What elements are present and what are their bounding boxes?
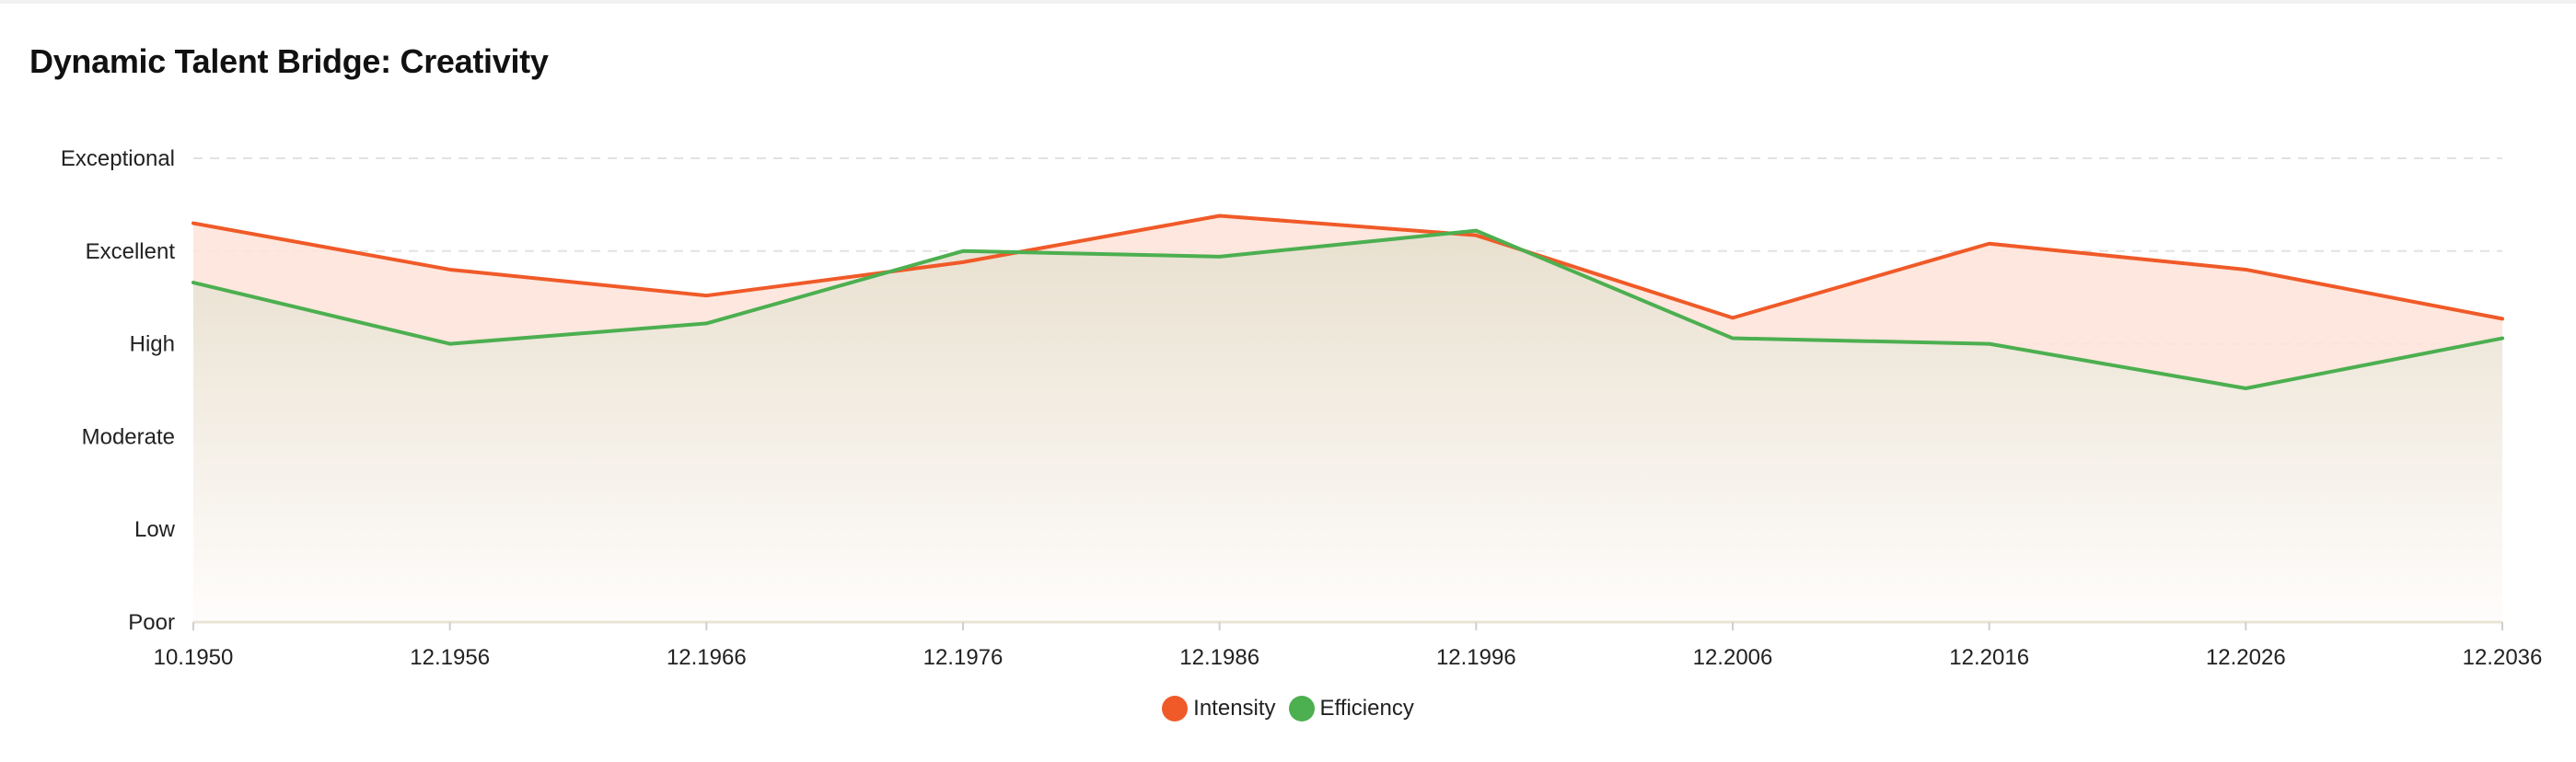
x-tick-label: 12.1976 bbox=[923, 645, 1004, 670]
y-tick-label: Poor bbox=[128, 610, 175, 635]
x-tick-label: 12.2036 bbox=[2463, 645, 2543, 670]
series-lines bbox=[191, 214, 2504, 390]
chart-title: Dynamic Talent Bridge: Creativity bbox=[29, 42, 549, 80]
x-tick-label: 12.1956 bbox=[410, 645, 490, 670]
line-intensity bbox=[191, 214, 2504, 321]
legend-item-efficiency[interactable]: Efficiency bbox=[1288, 696, 1414, 722]
series-areas bbox=[193, 215, 2502, 622]
legend-label: Intensity bbox=[1193, 696, 1276, 721]
x-axis-tick-labels: 10.1950 12.1956 12.1966 12.1976 12.1986 12.19… bbox=[154, 645, 2543, 670]
y-tick-label: Excellent bbox=[86, 239, 176, 264]
legend-label: Efficiency bbox=[1319, 696, 1414, 721]
y-tick-label: Moderate bbox=[82, 424, 175, 449]
legend-item-intensity[interactable]: Intensity bbox=[1162, 696, 1276, 722]
area-chart: PoorLowModerateHighExcellentExceptional … bbox=[61, 146, 2543, 670]
legend: Intensity Efficiency bbox=[0, 696, 2576, 722]
x-tick-label: 12.2026 bbox=[2206, 645, 2286, 670]
x-tick-label: 12.1996 bbox=[1436, 645, 1516, 670]
line-efficiency bbox=[191, 228, 2504, 390]
area-efficiency bbox=[193, 230, 2502, 622]
x-tick-label: 12.2016 bbox=[1949, 645, 2029, 670]
legend-swatch-icon bbox=[1162, 696, 1189, 722]
y-tick-label: High bbox=[130, 332, 175, 357]
y-axis-tick-labels: Poor Low Moderate High Excellent Exceptional bbox=[61, 146, 176, 635]
x-tick-label: 12.1966 bbox=[667, 645, 747, 670]
axes bbox=[192, 620, 2503, 630]
x-tick-label: 12.2006 bbox=[1693, 645, 1773, 670]
x-tick-label: 12.1986 bbox=[1179, 645, 1259, 670]
x-tick-label: 10.1950 bbox=[154, 645, 234, 670]
legend-swatch-icon bbox=[1288, 696, 1315, 722]
y-tick-label: Low bbox=[134, 517, 176, 542]
y-tick-label: Exceptional bbox=[61, 146, 175, 171]
